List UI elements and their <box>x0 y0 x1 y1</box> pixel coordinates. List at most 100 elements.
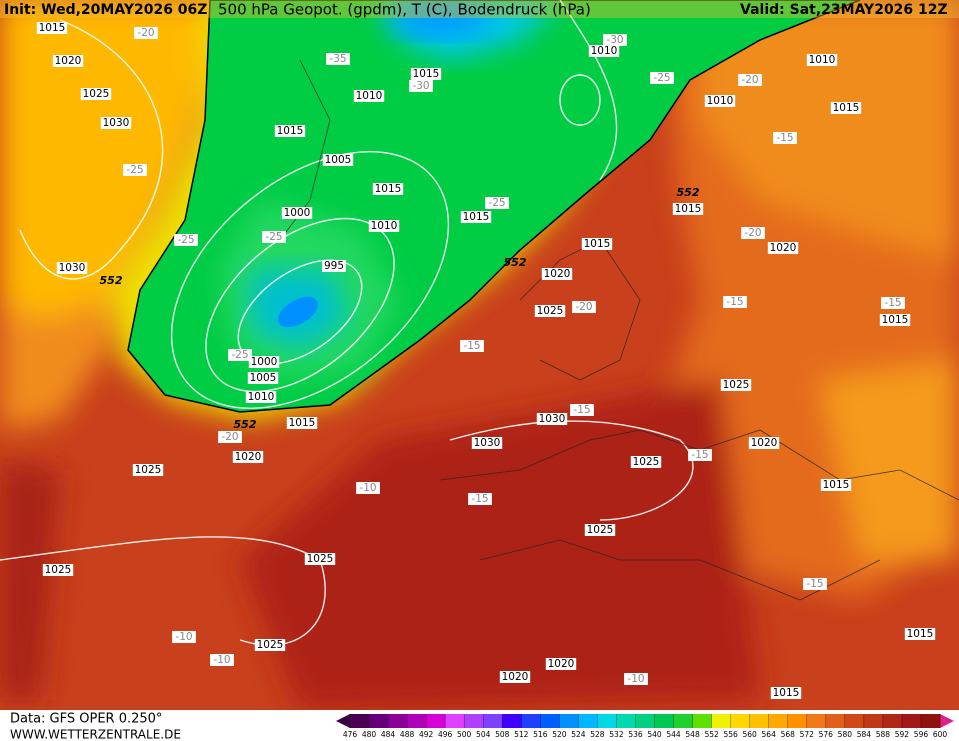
temperature-label-box <box>218 431 242 443</box>
colorbar-tick-label: 524 <box>571 730 586 739</box>
isobar-label-box <box>704 95 736 107</box>
colorbar-tick-label: 484 <box>381 730 396 739</box>
temperature-label: -15 <box>471 493 488 505</box>
colorbar-tick-label: 584 <box>857 730 872 739</box>
isobar-label-box <box>410 68 442 80</box>
colorbar-low-arrow <box>336 714 350 728</box>
isobar-label: 1010 <box>707 95 734 107</box>
temperature-label-box <box>174 234 198 246</box>
temperature-label: -25 <box>653 72 670 84</box>
colorbar-tick-label: 580 <box>838 730 853 739</box>
isobar-label: 1005 <box>250 372 277 384</box>
temperature-label-box <box>172 631 196 643</box>
temperature-label: -15 <box>726 296 743 308</box>
temperature-label-box <box>326 53 350 65</box>
isobar-label: 995 <box>324 260 344 272</box>
isobar-label-box <box>499 671 531 683</box>
isobar-label: 1020 <box>770 242 797 254</box>
isobar-label: 1025 <box>135 464 162 476</box>
isobar-label: 1020 <box>55 55 82 67</box>
isobar-label-box <box>541 268 573 280</box>
colorbar-swatch <box>521 714 541 728</box>
isobar-label: 1015 <box>463 211 490 223</box>
contour-552-label: 552 <box>234 418 257 431</box>
isobar-label: 1025 <box>537 305 564 317</box>
colorbar-tick-label: 480 <box>362 730 377 739</box>
isobar-label: 1020 <box>502 671 529 683</box>
contour-552-label: 552 <box>677 186 700 199</box>
colorbar-swatch <box>730 714 751 728</box>
colorbar-tick-label: 476 <box>343 730 358 739</box>
isobar-label-box <box>322 154 354 166</box>
colorbar-tick-label: 556 <box>723 730 738 739</box>
colorbar-swatch <box>863 714 884 728</box>
isobar-label-box <box>368 220 400 232</box>
isobar-label-box <box>806 54 838 66</box>
isobar-label-box <box>460 211 492 223</box>
isobar-label-box <box>471 437 503 449</box>
colorbar-tick-label: 552 <box>704 730 719 739</box>
colorbar-tick-label: 600 <box>933 730 948 739</box>
temperature-label-box <box>723 296 747 308</box>
isobar-label-box <box>56 262 88 274</box>
colorbar-swatch <box>654 714 675 728</box>
temperature-label: -20 <box>741 74 758 86</box>
isobar-label: 1020 <box>544 268 571 280</box>
temperature-label: -15 <box>573 404 590 416</box>
colorbar-swatch <box>901 714 922 728</box>
isobar-label: 1015 <box>584 238 611 250</box>
data-source: Data: GFS OPER 0.250° <box>10 712 162 727</box>
colorbar-tick-label: 512 <box>514 730 529 739</box>
colorbar-tick-label: 528 <box>590 730 605 739</box>
map-title: 500 hPa Geopot. (gpdm), T (C), Bodendruc… <box>218 1 591 19</box>
isobar-label-box <box>36 22 68 34</box>
colorbar-tick-label: 592 <box>895 730 910 739</box>
colorbar-tick-label: 548 <box>685 730 700 739</box>
colorbar-swatch <box>692 714 713 728</box>
temperature-label-box <box>570 404 594 416</box>
isobar-label-box <box>254 639 286 651</box>
colorbar-tick-label: 572 <box>800 730 815 739</box>
isobar-label: 1015 <box>823 479 850 491</box>
isobar-label: 1025 <box>45 564 72 576</box>
temperature-label: -35 <box>329 53 346 65</box>
temperature-label: -25 <box>488 197 505 209</box>
isobar-label-box <box>42 564 74 576</box>
isobar-label-box <box>274 125 306 137</box>
isobar-label-box <box>830 102 862 114</box>
temperature-label: -10 <box>175 631 192 643</box>
contour-552-label: 552 <box>100 274 123 287</box>
colorbar-swatch <box>920 714 941 728</box>
temperature-label-box <box>572 301 596 313</box>
colorbar-tick-label: 488 <box>400 730 415 739</box>
isobar-label: 1000 <box>284 207 311 219</box>
isobar-label-box <box>372 183 404 195</box>
isobar-label: 1030 <box>539 413 566 425</box>
isobar-label-box <box>286 417 318 429</box>
temperature-label-box <box>803 578 827 590</box>
isobar-label-box <box>353 90 385 102</box>
isobar-label: 1020 <box>548 658 575 670</box>
isobar-label: 1020 <box>235 451 262 463</box>
colorbar-tick-label: 504 <box>476 730 491 739</box>
temperature-label-box <box>741 227 765 239</box>
temperature-label: -15 <box>463 340 480 352</box>
colorbar-tick-label: 500 <box>457 730 472 739</box>
colorbar-tick-label: 596 <box>914 730 929 739</box>
isobar-label-box <box>100 117 132 129</box>
colorbar-swatch <box>369 714 389 728</box>
isobar-label-box <box>52 55 84 67</box>
colorbar-tick-label: 532 <box>609 730 624 739</box>
colorbar-swatch <box>768 714 789 728</box>
colorbar-swatch <box>559 714 579 728</box>
temperature-label: -15 <box>884 297 901 309</box>
temperature-label: -10 <box>627 673 644 685</box>
temperature-label: -25 <box>126 164 143 176</box>
colorbar-tick-label: 568 <box>781 730 796 739</box>
colorbar-swatch <box>673 714 694 728</box>
temperature-label-box <box>738 74 762 86</box>
temperature-label: -20 <box>137 27 154 39</box>
temperature-label-box <box>650 72 674 84</box>
isobar-label-box <box>767 242 799 254</box>
isobar-label: 1010 <box>356 90 383 102</box>
